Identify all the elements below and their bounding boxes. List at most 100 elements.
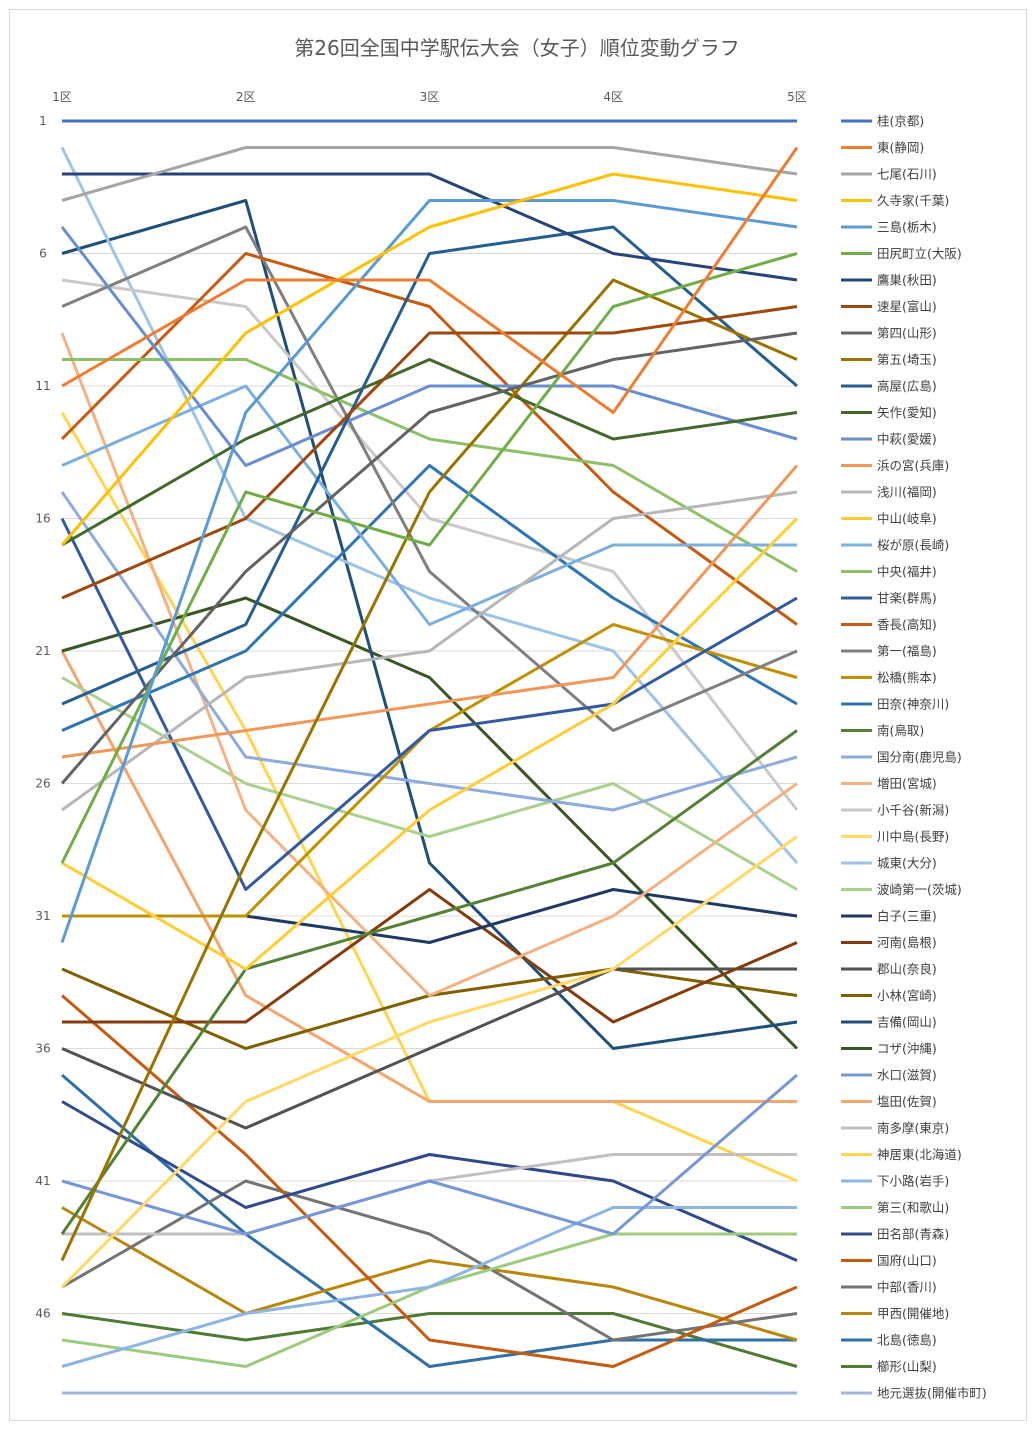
legend-label: 南(鳥取) [877,723,924,738]
series-line [62,888,798,1024]
legend-label: 高屋(広島) [877,379,937,394]
series-line [60,411,798,1183]
series-line [60,172,798,546]
legend-label: 中央(福井) [877,564,937,579]
legend-item: 松橋(熊本) [841,670,937,685]
legend-item: 城東(大分) [841,856,937,871]
series-line [61,278,799,811]
series-line [60,332,798,997]
legend-item: 国分南(鹿児島) [841,750,962,765]
legend-label: 国分南(鹿児島) [877,750,962,765]
series-line [61,146,798,202]
series-line [61,1073,797,1368]
series-line [61,464,799,759]
legend-label: 地元選抜(開催市町) [877,1386,987,1401]
legend-label: 甲西(開催地) [877,1306,949,1321]
series-line [61,384,797,626]
y-tick-label: 21 [35,644,50,658]
legend-item: 小林(宮崎) [841,988,937,1003]
legend-label: 第四(山形) [877,326,937,341]
y-tick-label: 6 [39,247,47,261]
legend-label: 田奈(神奈川) [877,697,949,712]
legend-item: 櫛形(山梨) [841,1359,937,1374]
legend-item: 浜の宮(兵庫) [841,458,949,473]
legend-item: 第五(埼玉) [841,352,937,367]
y-tick-label: 36 [35,1042,50,1056]
y-tick-label: 26 [35,777,50,791]
series-line [60,226,798,467]
category-label: 3区 [420,90,440,104]
y-tick-label: 31 [35,909,50,923]
legend-item: 小千谷(新潟) [841,803,949,818]
legend-item: 第四(山形) [841,326,937,341]
legend-item: 速星(富山) [841,299,937,314]
legend-item: 河南(島根) [841,935,937,950]
legend-item: 中部(香川) [841,1280,937,1295]
legend-item: コザ(沖縄) [841,1041,937,1056]
legend-label: 小千谷(新潟) [877,803,949,818]
y-tick-label: 1 [39,114,47,128]
legend-item: 吉備(岡山) [841,1015,937,1030]
legend-label: 第五(埼玉) [877,352,937,367]
legend-item: 甲西(開催地) [841,1306,949,1321]
legend-label: 久寺家(千葉) [877,193,949,208]
legend-item: 中萩(愛媛) [841,432,937,447]
legend-label: 川中島(長野) [877,829,949,844]
legend-item: 三島(栃木) [841,220,937,235]
legend: 桂(京都) 東(静岡) 七尾(石川) 久寺家(千葉) 三島(栃木) 田尻町立(大阪) 鷹巣(… [841,114,987,1401]
legend-label: 桂(京都) [877,114,924,129]
legend-item: 白子(三重) [841,909,937,924]
category-label: 2区 [236,90,256,104]
legend-label: 波崎第一(茨城) [877,882,962,897]
series-line [61,1206,798,1342]
legend-item: 田尻町立(大阪) [841,246,962,261]
legend-label: 河南(島根) [877,935,937,950]
legend-label: 吉備(岡山) [877,1015,937,1030]
series-lines [60,119,799,1395]
series-line [61,967,797,1130]
legend-label: 桜が原(長崎) [877,538,949,553]
series-line [60,835,798,1289]
legend-label: 白子(三重) [877,909,937,924]
series-line [62,358,798,573]
series-line [61,517,799,971]
series-line [61,225,798,732]
legend-item: 高屋(広島) [841,379,937,394]
legend-label: 甘楽(群馬) [877,591,937,606]
legend-label: 塩田(佐賀) [877,1094,937,1109]
legend-item: 桜が原(長崎) [841,538,949,553]
y-tick-label: 41 [35,1174,50,1188]
legend-item: 香長(高知) [841,617,937,632]
legend-item: 浅川(福岡) [841,485,937,500]
legend-item: 波崎第一(茨城) [841,882,962,897]
category-label: 5区 [787,90,807,104]
series-line [60,331,798,785]
legend-item: 川中島(長野) [841,829,949,844]
series-line [60,729,798,1235]
legend-item: 田名部(青森) [841,1227,949,1242]
legend-item: 郡山(奈良) [841,962,937,977]
legend-item: 神居東(北海道) [841,1147,962,1162]
legend-label: 中萩(愛媛) [877,432,937,447]
category-labels: 1区 2区 3区 4区 5区 [52,90,807,104]
legend-label: 田名部(青森) [877,1227,949,1242]
legend-label: 北島(徳島) [877,1333,937,1348]
legend-label: 矢作(愛知) [877,405,937,420]
legend-label: 鷹巣(秋田) [877,273,937,288]
legend-label: 浅川(福岡) [877,485,937,500]
legend-label: 第三(和歌山) [877,1200,949,1215]
legend-label: 南多摩(東京) [877,1121,949,1136]
series-line [60,252,798,864]
legend-item: 鷹巣(秋田) [841,273,937,288]
chart-title: 第26回全国中学駅伝大会（女子）順位変動グラフ [294,36,739,60]
series-line [62,172,798,282]
series-line [60,199,798,943]
legend-label: 第一(福島) [877,644,937,659]
legend-item: 水口(滋賀) [841,1068,937,1083]
y-tick-label: 11 [35,379,50,393]
series-line [61,146,799,414]
legend-item: 甘楽(群馬) [841,591,937,606]
legend-item: 矢作(愛知) [841,405,937,420]
